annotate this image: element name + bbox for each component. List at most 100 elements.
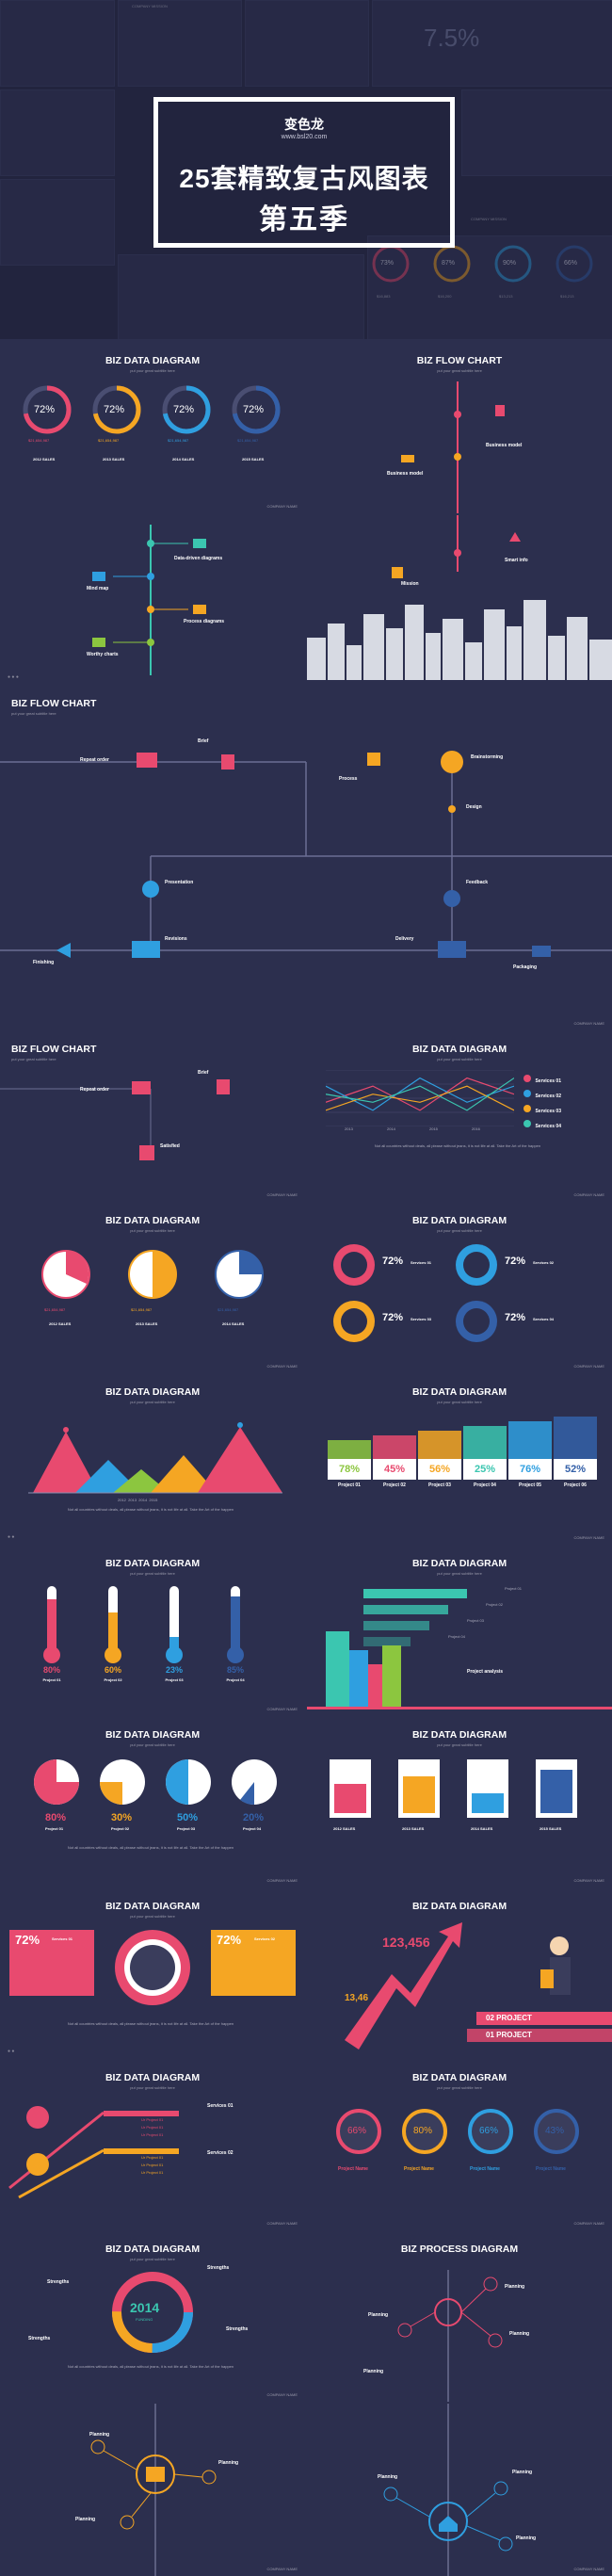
- donut-value: 72%: [34, 404, 56, 415]
- slide-7: BIZ FLOW CHART put your great subtitle h…: [0, 1032, 305, 1202]
- bg-label-2: COMPANY MISSION: [471, 217, 507, 221]
- therm-value: 23%: [165, 1665, 183, 1675]
- battery-label: 2014 SALES: [471, 1826, 493, 1831]
- slide-subtitle: put your great subtitle here: [130, 1571, 175, 1576]
- step-bar: 52% Project 06: [554, 1417, 597, 1488]
- magnifier-chart: [8, 2106, 179, 2199]
- process-map: [383, 2404, 513, 2576]
- slide-subtitle: put your great subtitle here: [130, 2257, 175, 2261]
- flow-label: Repeat order: [80, 757, 109, 763]
- brand: COMPANY NAME: [573, 1364, 604, 1369]
- bar-label: Project 02: [486, 1602, 504, 1607]
- funding-ring: [112, 2272, 193, 2353]
- flow-label: Design: [466, 804, 482, 810]
- slide-title: BIZ FLOW CHART: [11, 698, 97, 709]
- thermometers: 80% Project 01 60% Project 02 23% Project 03 8…: [38, 1586, 273, 1682]
- logo-url: www.bsl20.com: [281, 134, 328, 140]
- battery-label: 2015 SALES: [540, 1826, 562, 1831]
- brand: COMPANY NAME: [266, 504, 298, 509]
- globe-chart: [9, 1930, 296, 2005]
- stat-value: 72%: [382, 1256, 404, 1267]
- slide-subtitle: put your great subtitle here: [437, 1742, 482, 1747]
- item: Ur Project 01: [141, 2117, 164, 2122]
- step-label: Project 05: [519, 1482, 541, 1488]
- bg-circle-1: 73%: [380, 260, 395, 267]
- flow-label: Delivery: [395, 936, 414, 942]
- step-label: Project 06: [564, 1482, 587, 1488]
- legend: Services 02: [535, 1094, 561, 1099]
- slide-title: BIZ DATA DIAGRAM: [105, 1215, 201, 1226]
- slide-9: BIZ DATA DIAGRAM put your great subtitle…: [0, 1204, 305, 1373]
- slide-subtitle: put your great subtitle here: [130, 2085, 175, 2090]
- slide-title: BIZ DATA DIAGRAM: [105, 2072, 201, 2083]
- year-label: 2012 SALES: [33, 457, 56, 462]
- big-value: 123,456: [382, 1935, 430, 1950]
- slide-20: BIZ DATA DIAGRAM put your great subtitle…: [307, 2061, 612, 2230]
- item: Ur Project 01: [141, 2132, 164, 2137]
- battery-charts: [330, 1759, 577, 1818]
- bg-label-1: COMPANY MISSION: [132, 4, 168, 8]
- line-chart: [326, 1070, 514, 1126]
- series-line: [326, 1077, 514, 1111]
- bg-circle-4: 66%: [564, 260, 578, 267]
- strength-label: Strengths: [28, 2336, 51, 2341]
- description: Not all countries without deals, all ple…: [67, 1845, 234, 1850]
- brand: COMPANY NAME: [266, 2567, 298, 2571]
- flow-label: Presentation: [165, 880, 194, 885]
- brand: COMPANY NAME: [573, 1878, 604, 1883]
- slide-10: BIZ DATA DIAGRAM put your great subtitle…: [307, 1204, 612, 1373]
- description: Not all countries without deals, all ple…: [67, 2364, 234, 2369]
- hero-title: 25套精致复古风图表: [179, 164, 429, 193]
- ring-value: 80%: [413, 2126, 433, 2136]
- slide-title: BIZ DATA DIAGRAM: [411, 1901, 507, 1912]
- description: Not all countries without deals, all ple…: [374, 1143, 541, 1148]
- pie-label: Project 01: [45, 1826, 64, 1831]
- brand: COMPANY NAME: [573, 2567, 604, 2571]
- slide-title: BIZ DATA DIAGRAM: [411, 1729, 507, 1741]
- process-map: [397, 2270, 503, 2402]
- brand: COMPANY NAME: [266, 2392, 298, 2397]
- step-bar: 56% Project 03: [418, 1431, 461, 1488]
- step-label: Project 02: [383, 1482, 406, 1488]
- amount: $21,654,987: [98, 438, 120, 443]
- slide-11: BIZ DATA DIAGRAM put your great subtitle…: [0, 1375, 305, 1545]
- step-label: Project 01: [338, 1482, 361, 1488]
- step-value: 45%: [373, 1459, 416, 1480]
- stat-label: Services 01: [411, 1260, 432, 1265]
- process-label: Planning: [512, 2470, 533, 2475]
- slide-8: BIZ DATA DIAGRAM put your great subtitle…: [307, 1032, 612, 1202]
- item: Ur Project 01: [141, 2125, 164, 2130]
- flow-label: Satisfied: [160, 1143, 180, 1149]
- clock-charts: [41, 1250, 264, 1299]
- brand: COMPANY NAME: [266, 1707, 298, 1711]
- donut-rings: [23, 385, 281, 434]
- process-label: Planning: [218, 2460, 239, 2466]
- ring-charts: [336, 2109, 579, 2154]
- process-flow: [0, 751, 612, 958]
- ring-label: Project Name: [404, 2166, 434, 2172]
- hero-banner: 7.5% COMPANY MISSION COMPANY MISSION 73%…: [0, 0, 612, 339]
- slide-title: BIZ DATA DIAGRAM: [105, 1901, 201, 1912]
- pie-value: 20%: [243, 1812, 265, 1823]
- slide-subtitle: put your great subtitle here: [130, 1228, 175, 1233]
- slide-18: BIZ DATA DIAGRAM 123,456 13,46 02 PROJEC…: [307, 1889, 612, 2059]
- city-bars: [307, 1589, 612, 1709]
- thermometer: 80% Project 01: [38, 1586, 66, 1682]
- brand: COMPANY NAME: [573, 1021, 604, 1026]
- center-label: FUNDING: [136, 2317, 153, 2322]
- year-label: 2014 SALES: [172, 457, 195, 462]
- thermometer: 60% Project 02: [99, 1586, 127, 1682]
- slide-subtitle: put your great subtitle here: [130, 1914, 175, 1919]
- slide-5: BIZ FLOW CHART put your great subtitle h…: [0, 687, 612, 1030]
- flow-label: Business model: [486, 443, 523, 448]
- step-bars: 78% Project 01 45% Project 02 56% Project 03 2…: [328, 1417, 601, 1488]
- strength-label: Strengths: [47, 2279, 70, 2285]
- process-label: Planning: [75, 2517, 96, 2522]
- therm-value: 85%: [226, 1665, 244, 1675]
- flow-label: Revisions: [165, 936, 187, 942]
- icon-circles: [333, 1244, 497, 1342]
- project-label: 01 PROJECT: [486, 2031, 532, 2039]
- slide-19: BIZ DATA DIAGRAM put your great subtitle…: [0, 2061, 305, 2230]
- step-label: Project 03: [428, 1482, 451, 1488]
- step-value: 52%: [554, 1459, 597, 1480]
